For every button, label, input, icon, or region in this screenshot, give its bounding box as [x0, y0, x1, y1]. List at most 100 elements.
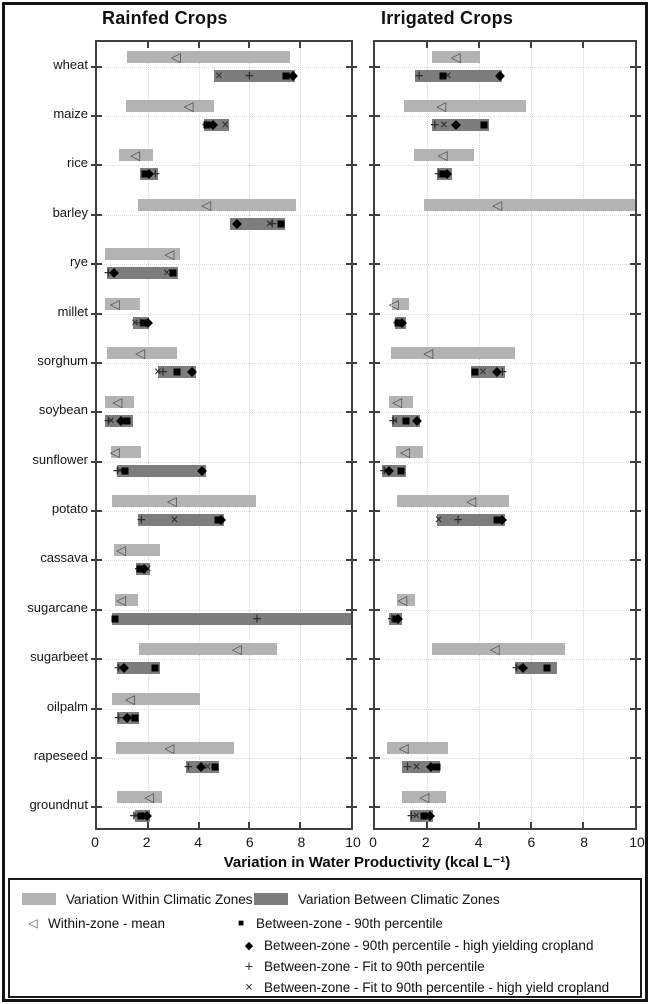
vertical-gridline [249, 42, 251, 828]
within-zone-bar [402, 791, 447, 804]
crop-label: rye [69, 254, 88, 270]
x-tick-mark [248, 822, 251, 829]
row-gridline [97, 609, 351, 611]
within-mean-marker: ◁ [231, 641, 242, 657]
within-zone-bar [104, 297, 141, 310]
legend-mean-label: Within-zone - mean [48, 915, 166, 931]
p90-marker [123, 417, 131, 425]
within-zone-bar [432, 643, 565, 656]
between-zone-swatch-icon [254, 893, 288, 905]
fit-p90-hy-marker: × [131, 315, 140, 331]
within-mean-marker: ◁ [201, 197, 212, 213]
within-zone-bar [110, 445, 142, 458]
row-tick-mark [346, 115, 357, 118]
row-tick-mark [346, 510, 357, 513]
p90-marker [439, 72, 447, 80]
x-tick-label: 6 [245, 834, 254, 850]
row-tick-mark [630, 312, 641, 315]
row-tick-mark [369, 806, 380, 809]
row-gridline [375, 757, 635, 759]
fit-p90-hy-marker: × [221, 117, 230, 133]
p90-marker [131, 714, 139, 722]
row-tick-mark [369, 263, 380, 266]
within-zone-bar [104, 396, 134, 409]
fit-p90-hy-marker: × [170, 512, 179, 528]
row-tick-mark [630, 510, 641, 513]
x-tick-mark [146, 822, 149, 829]
fit-p90-hy-marker: × [162, 265, 171, 281]
row-gridline [375, 66, 635, 68]
p90-marker [137, 812, 145, 820]
within-mean-marker: ◁ [423, 345, 434, 361]
row-tick-mark [91, 510, 102, 513]
within-mean-marker: ◁ [398, 740, 409, 756]
row-gridline [375, 807, 635, 809]
within-zone-bar [397, 593, 416, 606]
row-gridline [375, 116, 635, 118]
row-tick-mark [91, 115, 102, 118]
row-gridline [97, 807, 351, 809]
within-mean-marker: ◁ [492, 197, 503, 213]
row-tick-mark [346, 263, 357, 266]
row-tick-mark [369, 658, 380, 661]
p90-marker [402, 417, 410, 425]
row-gridline [97, 560, 351, 562]
within-zone-bar [118, 149, 153, 162]
x-tick-mark [248, 41, 251, 48]
within-zone-bar [113, 544, 161, 557]
within-mean-marker: ◁ [388, 296, 399, 312]
row-tick-mark [630, 65, 641, 68]
fit-p90-marker: + [414, 66, 424, 85]
x-tick-label: 0 [369, 834, 377, 850]
fit-p90-marker: + [453, 510, 463, 529]
within-mean-marker: ◁ [450, 49, 461, 65]
row-tick-mark [91, 164, 102, 167]
row-tick-mark [630, 806, 641, 809]
x-axis-title: Variation in Water Productivity (kcal L⁻… [223, 854, 511, 871]
within-zone-bar [126, 100, 214, 113]
row-tick-mark [369, 707, 380, 710]
fit-p90-hy-marker: × [439, 117, 448, 133]
fit-p90-hy-marker: × [434, 512, 443, 528]
fit-p90-marker: + [406, 806, 416, 825]
row-tick-mark [91, 460, 102, 463]
within-mean-marker: ◁ [170, 49, 181, 65]
fit-p90-marker: + [129, 806, 139, 825]
within-zone-bar [397, 495, 509, 508]
row-gridline [97, 66, 351, 68]
x-tick-label: 2 [142, 834, 151, 850]
legend-within-label: Variation Within Climatic Zones [66, 891, 253, 907]
fit-p90-marker: + [512, 658, 522, 677]
p90-marker [397, 467, 405, 475]
row-tick-mark [369, 213, 380, 216]
row-tick-mark [91, 312, 102, 315]
within-zone-bar [386, 741, 448, 754]
row-gridline [97, 214, 351, 216]
within-zone-bar [104, 248, 180, 261]
vertical-gridline [198, 42, 200, 828]
within-zone-bar [414, 149, 474, 162]
fit-p90-marker: + [150, 164, 160, 183]
within-zone-bar [127, 50, 291, 63]
p90-marker [121, 467, 129, 475]
within-zone-bar [112, 692, 200, 705]
x-tick-mark [197, 41, 200, 48]
crop-label: barley [52, 204, 88, 220]
within-mean-marker: ◁ [112, 394, 123, 410]
fit-p90-hy-marker: × [132, 808, 141, 824]
fit-p90-marker: + [158, 362, 168, 381]
fit-p90-hy-marker: × [265, 216, 274, 232]
p90-marker [543, 664, 551, 672]
row-tick-mark [91, 658, 102, 661]
p90-square-icon: ■ [237, 917, 245, 929]
row-gridline [375, 461, 635, 463]
crop-label: soybean [38, 402, 88, 418]
p90-marker [203, 121, 211, 129]
x-tick-label: 0 [91, 834, 99, 850]
p90-marker [151, 664, 159, 672]
fit-p90-marker: + [267, 214, 277, 233]
row-tick-mark [630, 164, 641, 167]
crop-label: sorghum [37, 352, 88, 368]
row-tick-mark [346, 707, 357, 710]
within-mean-marker: ◁ [166, 493, 177, 509]
